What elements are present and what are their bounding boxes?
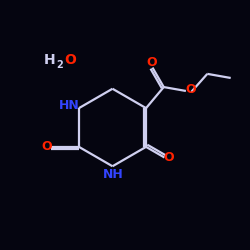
Text: NH: NH xyxy=(104,168,124,181)
Text: O: O xyxy=(64,53,76,67)
Text: O: O xyxy=(164,151,174,164)
Text: O: O xyxy=(186,83,196,96)
Text: H: H xyxy=(44,53,55,67)
Text: 2: 2 xyxy=(56,60,63,70)
Text: O: O xyxy=(146,56,156,69)
Text: O: O xyxy=(42,140,52,153)
Text: HN: HN xyxy=(59,98,80,112)
